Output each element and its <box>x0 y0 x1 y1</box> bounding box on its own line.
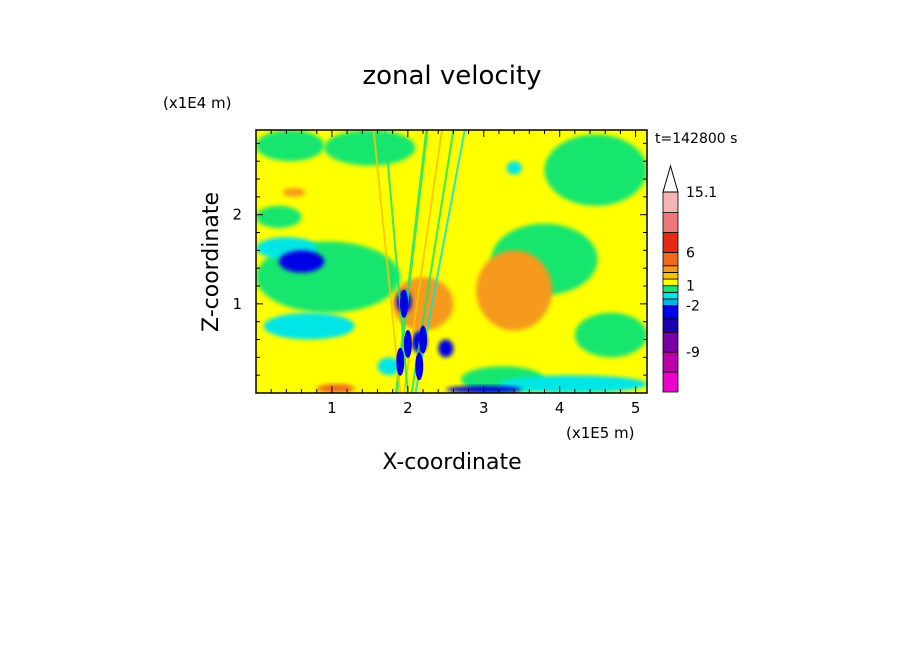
cyan-patch-2 <box>263 312 355 340</box>
blue-core-1 <box>396 347 405 376</box>
colorbar-label: -9 <box>686 345 700 361</box>
x-tick-label: 2 <box>403 399 413 417</box>
colorbar-level-1 <box>662 371 679 393</box>
y-tick-label: 1 <box>232 295 242 313</box>
colorbar-label: -2 <box>686 299 700 315</box>
green-band-6 <box>574 312 647 358</box>
wave-streak-5 <box>372 130 402 393</box>
colorbar-level-13 <box>662 232 679 253</box>
blue-core-3 <box>415 352 424 381</box>
y-tick-label: 2 <box>232 206 242 224</box>
wave-streak-3 <box>410 130 455 393</box>
plot-area <box>256 130 647 393</box>
x-axis-label: X-coordinate <box>382 450 521 475</box>
x-tick-label: 1 <box>327 399 337 417</box>
colorbar-level-5 <box>662 305 679 320</box>
colorbar-level-9 <box>662 278 679 287</box>
x-scale-label: (x1E5 m) <box>566 424 635 442</box>
colorbar-label: 6 <box>686 245 695 261</box>
y-scale-label: (x1E4 m) <box>163 94 232 112</box>
colorbar-level-15 <box>662 191 679 213</box>
blue-core-5 <box>419 325 428 354</box>
green-band-2 <box>324 130 416 166</box>
colorbar-overflow-arrow <box>662 164 679 193</box>
cyan-patch-3 <box>506 161 522 175</box>
blue-patch-2 <box>438 339 454 358</box>
y-axis-label: Z-coordinate <box>199 192 224 332</box>
green-band-1 <box>256 130 325 162</box>
green-band-3 <box>256 205 302 229</box>
wave-beam-layer <box>372 130 466 393</box>
colorbar-label: 15.1 <box>686 185 717 201</box>
colorbar-level-12 <box>662 252 679 267</box>
chart-title: zonal velocity <box>362 61 541 91</box>
time-label: t=142800 s <box>655 131 737 147</box>
colorbar-level-11 <box>662 265 679 273</box>
y-axis: 12 <box>232 142 647 376</box>
cyan-patch-5 <box>377 357 401 376</box>
orange-patch-1 <box>476 250 553 331</box>
wave-streak-6 <box>384 130 409 393</box>
field-layer <box>256 130 647 393</box>
colorbar-level-6 <box>662 298 679 307</box>
x-tick-label: 3 <box>479 399 489 417</box>
x-tick-label: 4 <box>555 399 565 417</box>
blue-core-2 <box>403 329 412 358</box>
colorbar-level-10 <box>662 271 679 280</box>
colorbar-label: 1 <box>686 279 695 295</box>
colorbar-level-3 <box>662 331 679 353</box>
x-axis: 1 2 3 4 5 <box>270 130 641 417</box>
green-band-8 <box>544 134 647 206</box>
colorbar-level-7 <box>662 291 679 300</box>
blue-core-4 <box>400 289 409 318</box>
colorbar-level-4 <box>662 318 679 333</box>
orange-patch-2 <box>282 187 306 197</box>
plot-frame <box>255 129 648 394</box>
colorbar-level-8 <box>662 285 679 293</box>
colorbar-level-14 <box>662 212 679 233</box>
x-tick-label: 5 <box>631 399 641 417</box>
cyan-patch-4 <box>498 375 647 393</box>
orange-patch-4 <box>316 384 355 393</box>
blue-patch-1 <box>278 250 325 273</box>
colorbar-level-2 <box>662 351 679 373</box>
colorbar: 15.1 6 1 -2 -9 <box>662 164 717 393</box>
